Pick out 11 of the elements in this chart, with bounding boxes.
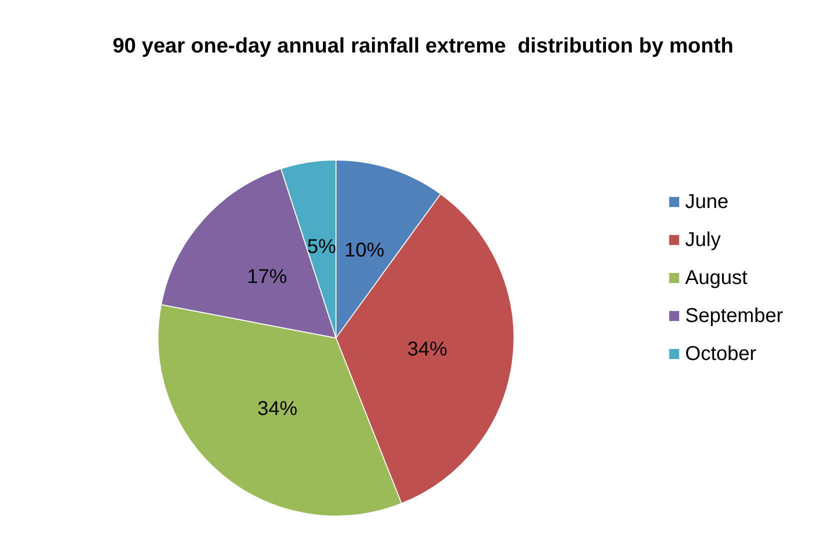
chart-title: 90 year one-day annual rainfall extreme distribution by month [112,34,734,58]
data-label: 34% [407,338,448,361]
data-label: 34% [257,398,298,420]
legend-label: September [685,305,784,327]
legend-label: October [685,343,757,365]
data-label: 10% [344,240,385,262]
legend-label: August [685,267,748,289]
data-label: 17% [246,266,288,288]
legend-label: July [685,229,721,251]
data-label: 5% [307,236,336,258]
legend-label: June [685,191,729,213]
